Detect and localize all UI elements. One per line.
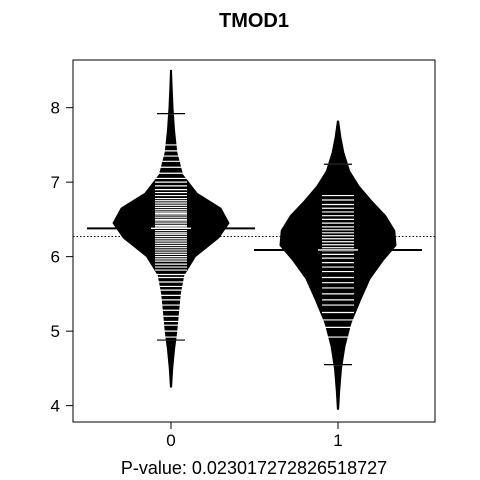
y-tick-label: 5 [51, 322, 60, 341]
plot-area [73, 70, 435, 409]
y-axis: 4 5 6 7 8 [51, 99, 73, 416]
bean-1 [254, 121, 422, 409]
bean-0 [87, 70, 255, 387]
chart-title: TMOD1 [219, 10, 289, 32]
x-axis-label: P-value: 0.023017272826518727 [121, 458, 387, 478]
y-tick-label: 7 [51, 173, 60, 192]
y-tick-label: 4 [51, 397, 60, 416]
y-tick-label: 8 [51, 99, 60, 118]
x-tick-label: 1 [333, 431, 342, 450]
y-tick-label: 6 [51, 248, 60, 267]
x-tick-label: 0 [166, 431, 175, 450]
